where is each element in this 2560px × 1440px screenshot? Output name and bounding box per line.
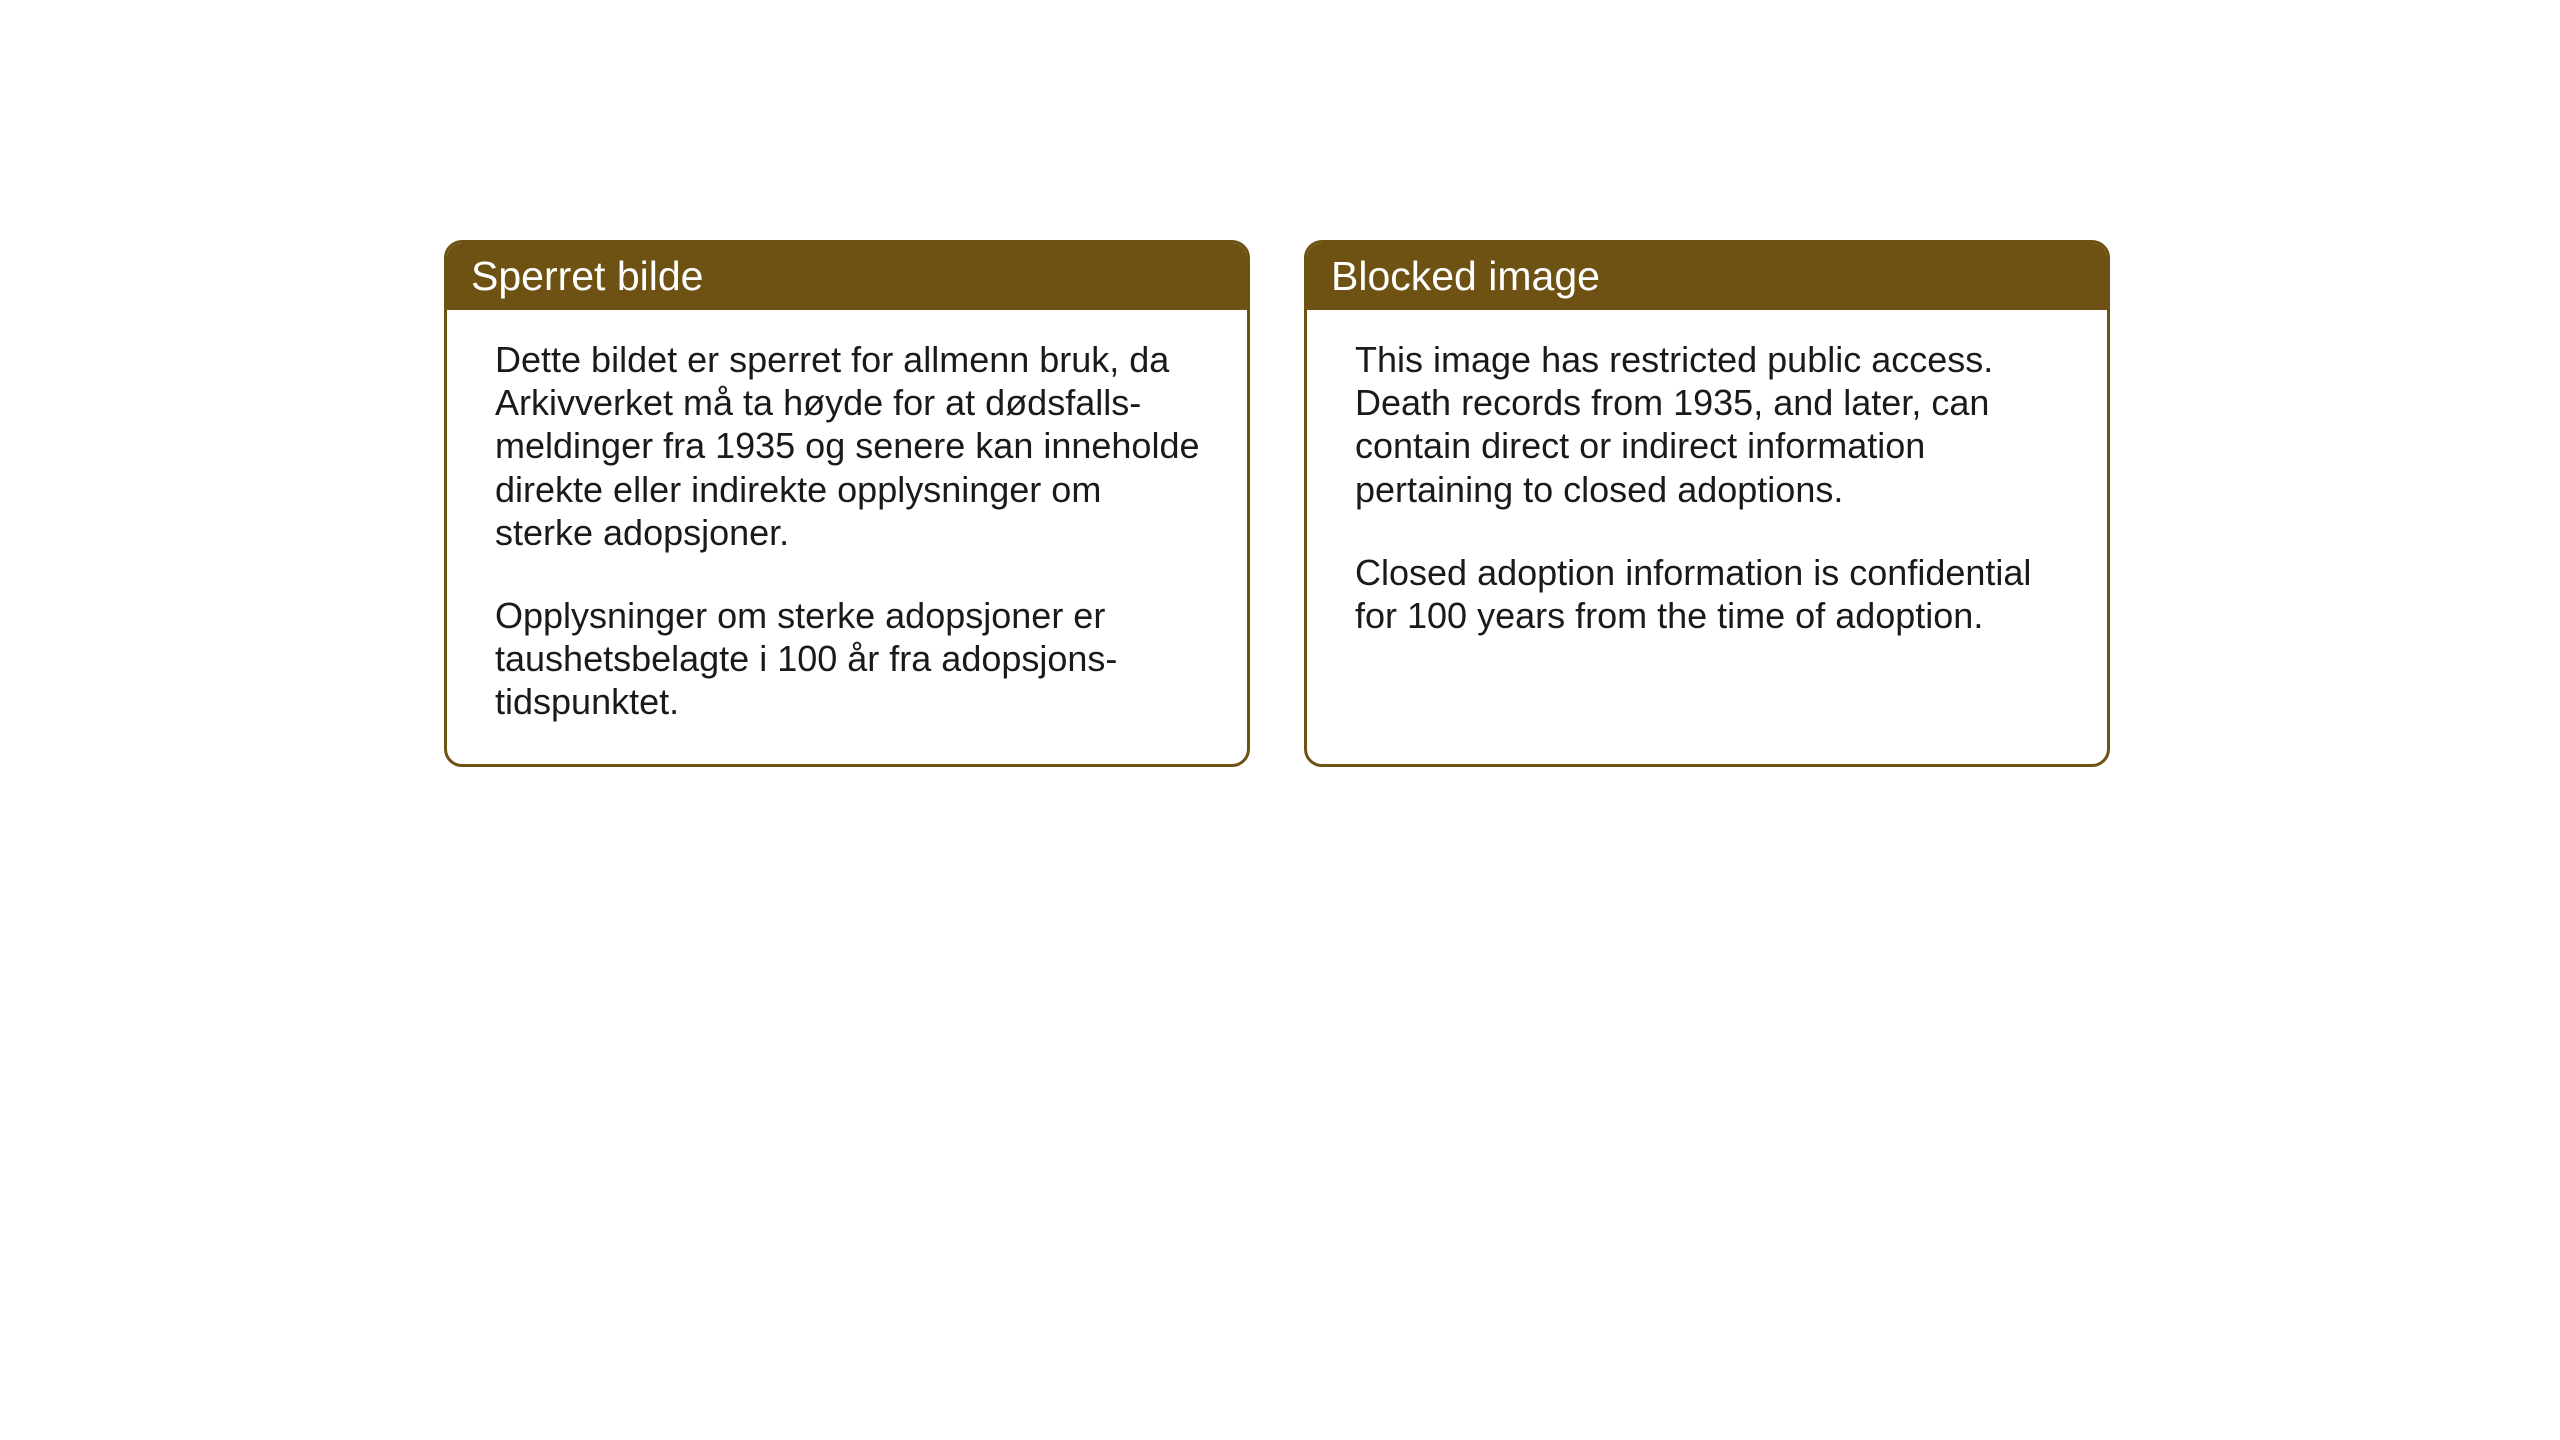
card-title: Sperret bilde — [471, 253, 703, 299]
card-paragraph: This image has restricted public access.… — [1355, 338, 2065, 511]
card-body: Dette bildet er sperret for allmenn bruk… — [447, 310, 1247, 764]
card-paragraph: Closed adoption information is confident… — [1355, 551, 2065, 637]
notice-card-english: Blocked image This image has restricted … — [1304, 240, 2110, 767]
card-header: Sperret bilde — [447, 243, 1247, 310]
notice-card-norwegian: Sperret bilde Dette bildet er sperret fo… — [444, 240, 1250, 767]
card-header: Blocked image — [1307, 243, 2107, 310]
notice-container: Sperret bilde Dette bildet er sperret fo… — [444, 240, 2110, 767]
card-paragraph: Dette bildet er sperret for allmenn bruk… — [495, 338, 1205, 554]
card-title: Blocked image — [1331, 253, 1600, 299]
card-body: This image has restricted public access.… — [1307, 310, 2107, 756]
card-paragraph: Opplysninger om sterke adopsjoner er tau… — [495, 594, 1205, 724]
